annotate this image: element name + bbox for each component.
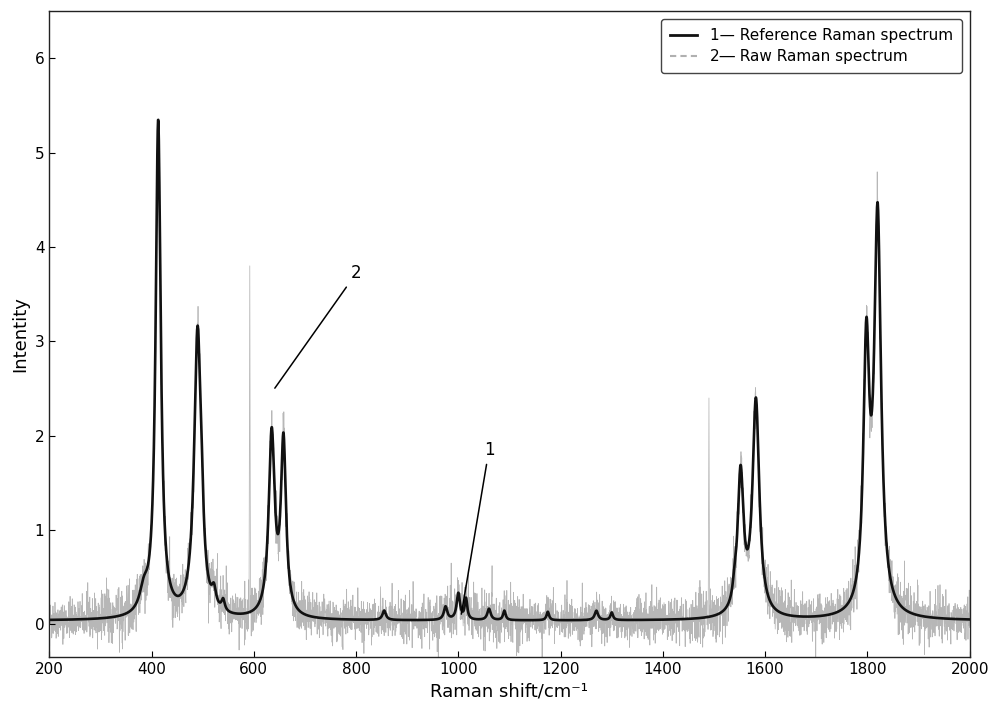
Text: 1: 1: [461, 441, 494, 614]
Y-axis label: Intentity: Intentity: [11, 296, 29, 372]
X-axis label: Raman shift/cm⁻¹: Raman shift/cm⁻¹: [430, 683, 588, 701]
Text: 2: 2: [275, 264, 361, 388]
Legend: 1— Reference Raman spectrum, 2― Raw Raman spectrum: 1— Reference Raman spectrum, 2― Raw Rama…: [661, 19, 962, 73]
